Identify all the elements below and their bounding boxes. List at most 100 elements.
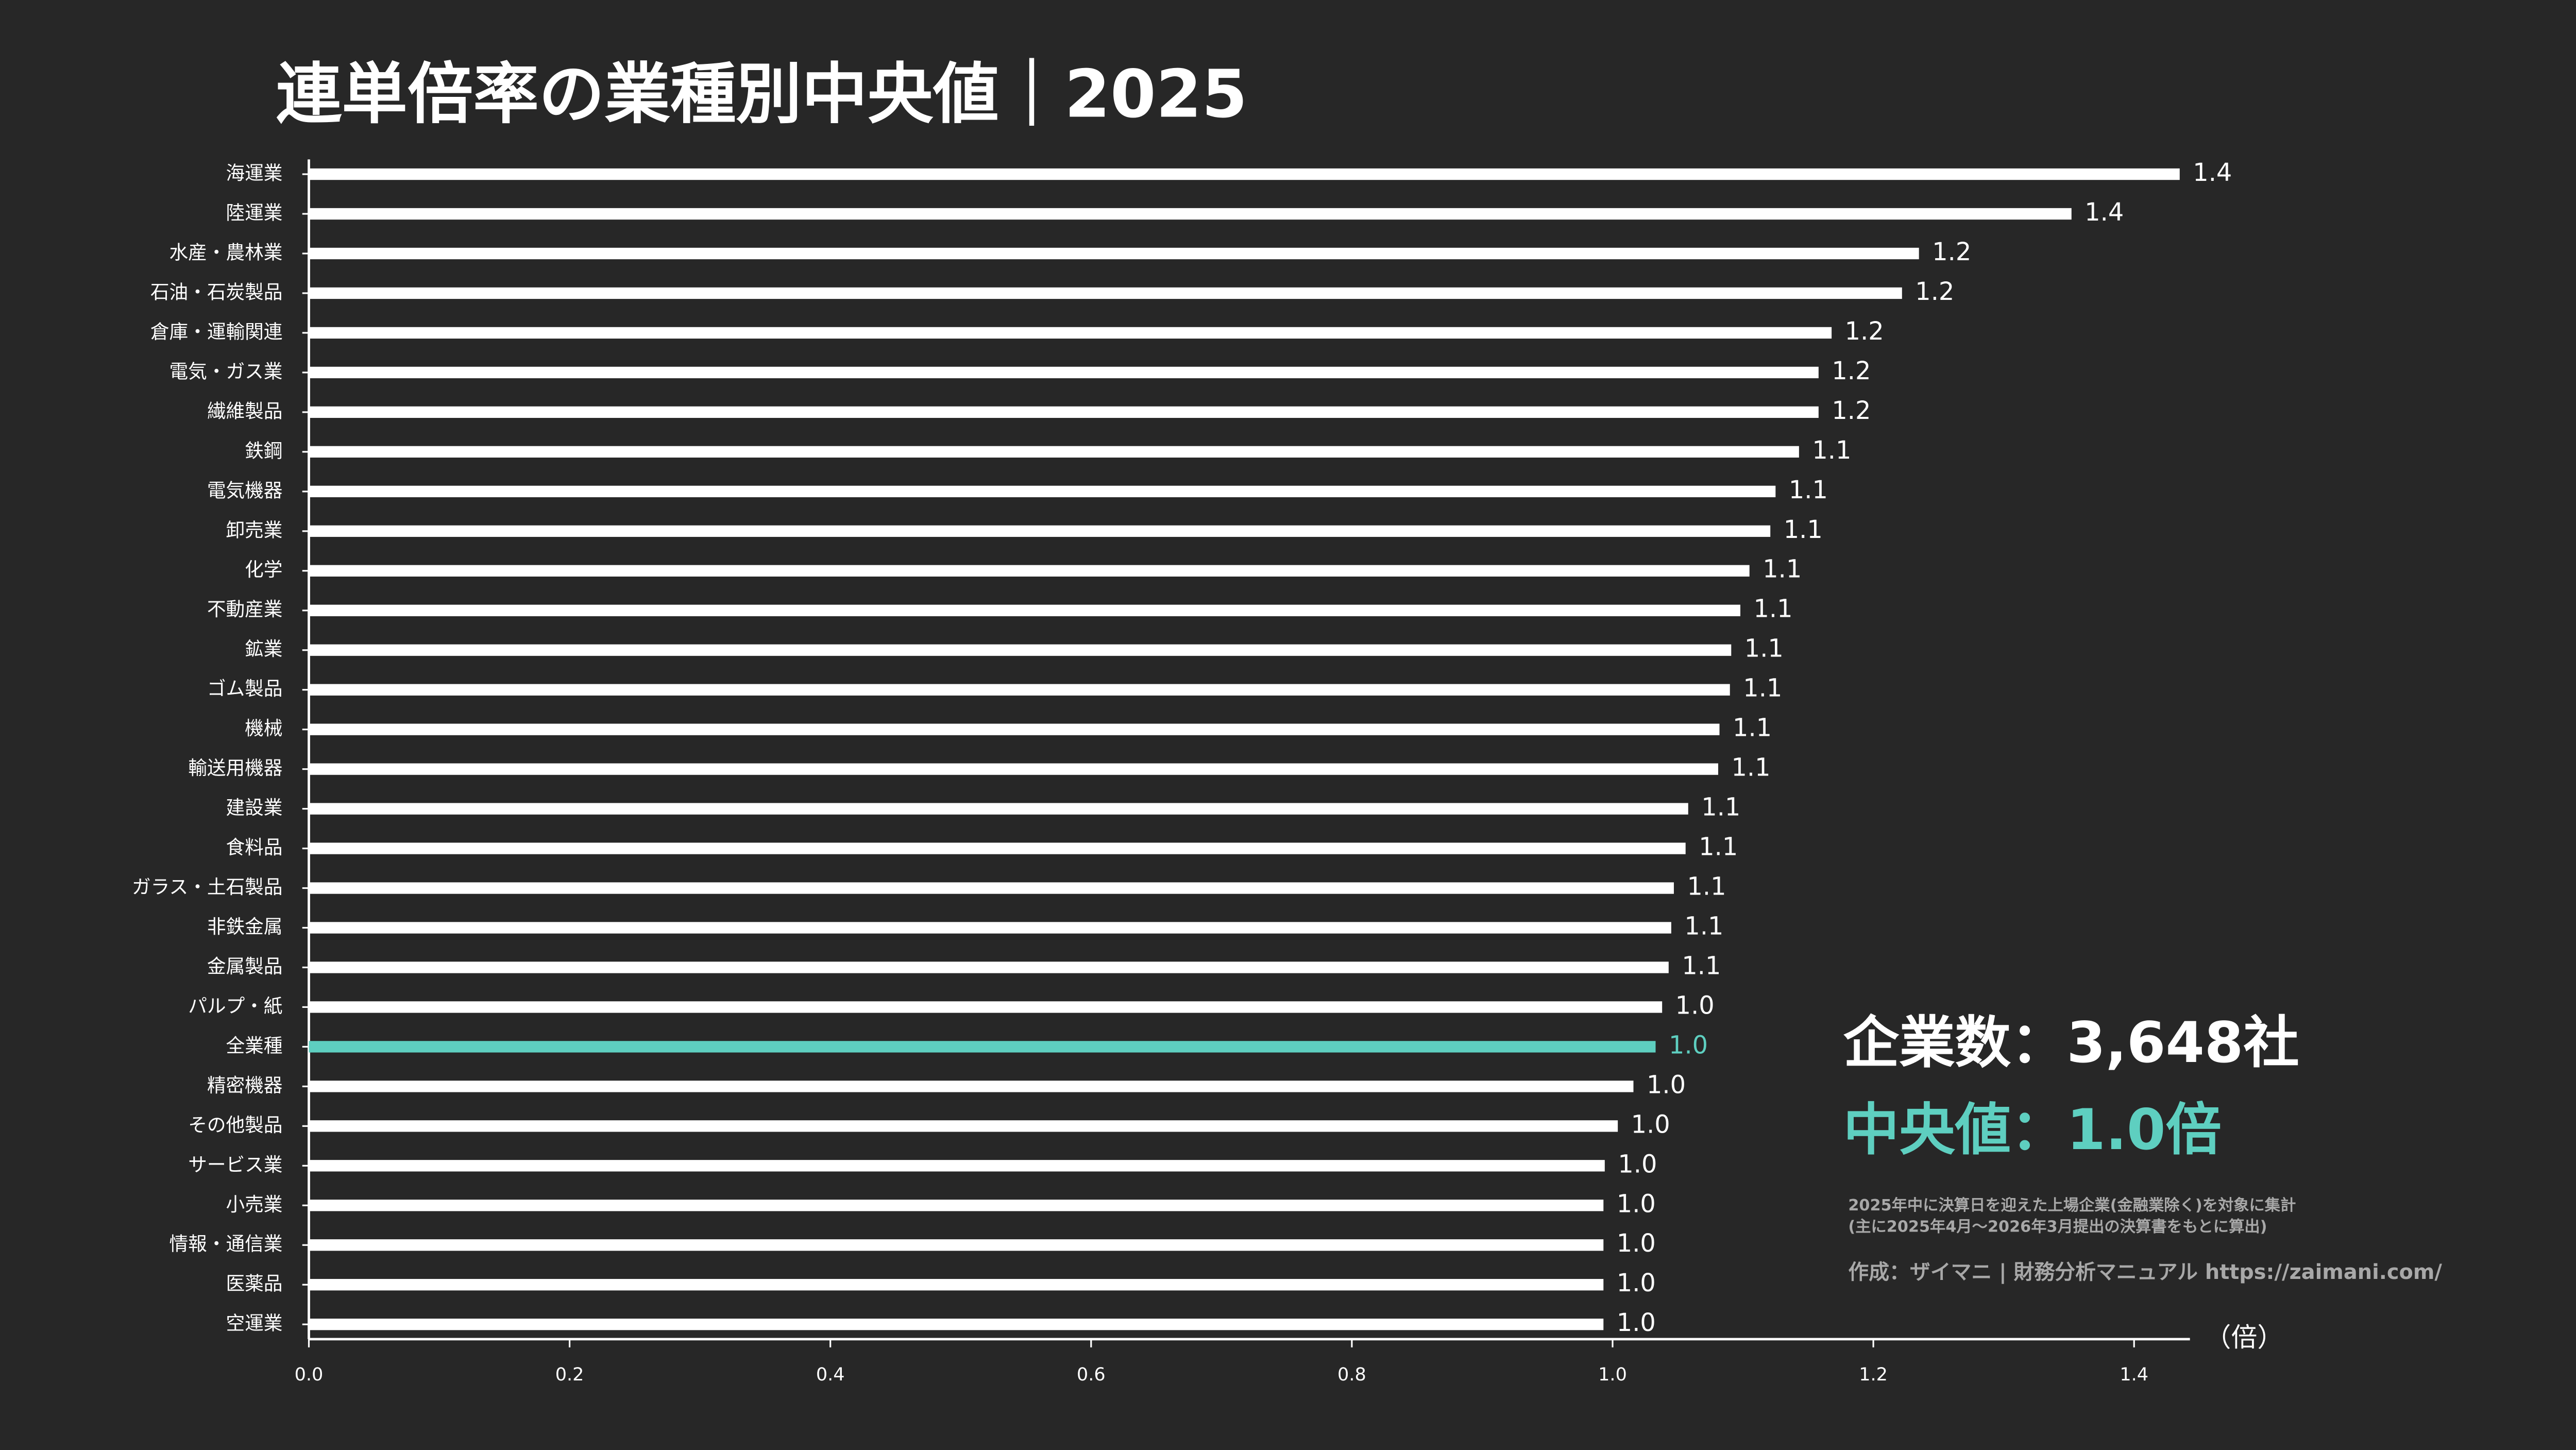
value-label: 1.1 bbox=[1789, 476, 1828, 504]
value-label: 1.1 bbox=[1687, 873, 1726, 901]
bar bbox=[309, 604, 1741, 616]
value-label: 1.2 bbox=[1845, 317, 1884, 346]
y-tick-label: 情報・通信業 bbox=[170, 1233, 283, 1255]
value-label: 1.1 bbox=[1684, 912, 1723, 940]
bar bbox=[309, 1081, 1634, 1092]
x-tick-label: 1.0 bbox=[1598, 1364, 1627, 1385]
note: (主に2025年4月～2026年3月提出の決算書をもとに算出) bbox=[1848, 1218, 2267, 1236]
bar bbox=[309, 763, 1718, 775]
value-label: 1.1 bbox=[1733, 714, 1772, 743]
bar bbox=[309, 1319, 1604, 1330]
y-tick-label: 水産・農林業 bbox=[170, 241, 283, 263]
y-tick-label: 建設業 bbox=[226, 797, 283, 819]
chart-title: 連単倍率の業種別中央値｜2025 bbox=[276, 56, 1248, 132]
credit: 作成：ザイマニ | 財務分析マニュアル https://zaimani.com/ bbox=[1848, 1260, 2442, 1284]
bar bbox=[309, 1001, 1663, 1013]
y-tick-label: 医薬品 bbox=[226, 1273, 283, 1295]
value-label: 1.1 bbox=[1744, 635, 1784, 663]
y-tick-label: 空運業 bbox=[226, 1312, 283, 1335]
x-tick-label: 1.2 bbox=[1859, 1364, 1888, 1385]
y-tick-label: 鉄鋼 bbox=[245, 440, 282, 462]
y-tick-label: パルプ・紙 bbox=[188, 995, 282, 1017]
bar bbox=[309, 366, 1819, 379]
y-tick-label: 非鉄金属 bbox=[207, 916, 283, 938]
bar bbox=[309, 962, 1669, 973]
y-tick-label: 食料品 bbox=[226, 836, 283, 858]
bar bbox=[309, 247, 1919, 260]
bar bbox=[309, 1200, 1604, 1211]
value-label: 1.1 bbox=[1784, 516, 1823, 544]
value-label: 1.2 bbox=[1832, 397, 1871, 425]
bar bbox=[309, 1239, 1604, 1251]
y-tick-label: 金属製品 bbox=[207, 955, 283, 977]
median-annotation: 中央値：1.0倍 bbox=[1843, 1097, 2222, 1162]
bar bbox=[309, 803, 1688, 815]
bar bbox=[309, 485, 1776, 497]
x-tick-label: 1.4 bbox=[2120, 1364, 2148, 1385]
x-tick-label: 0.2 bbox=[555, 1364, 584, 1385]
y-tick-label: 化学 bbox=[245, 559, 282, 581]
value-label: 1.0 bbox=[1617, 1229, 1656, 1258]
bar bbox=[309, 565, 1750, 577]
value-label: 1.1 bbox=[1743, 675, 1782, 703]
value-label: 1.1 bbox=[1682, 952, 1721, 980]
value-label: 1.1 bbox=[1701, 794, 1740, 822]
value-label: 1.0 bbox=[1647, 1071, 1686, 1099]
y-tick-label: サービス業 bbox=[188, 1154, 282, 1176]
y-tick-label: 卸売業 bbox=[226, 519, 283, 541]
count-annotation: 企業数：3,648社 bbox=[1843, 1010, 2299, 1075]
y-tick-label: 電気機器 bbox=[207, 479, 283, 501]
bar bbox=[309, 1120, 1618, 1132]
y-tick-label: 小売業 bbox=[226, 1193, 283, 1216]
bar bbox=[309, 1160, 1605, 1172]
bar bbox=[309, 882, 1674, 894]
y-tick-label: 精密機器 bbox=[207, 1074, 283, 1097]
note: 2025年中に決算日を迎えた上場企業(金融業除く)を対象に集計 bbox=[1848, 1196, 2296, 1215]
y-tick-label: 石油・石炭製品 bbox=[150, 281, 283, 303]
x-tick-label: 0.8 bbox=[1337, 1364, 1366, 1385]
value-label: 1.4 bbox=[2193, 159, 2232, 187]
value-label: 1.0 bbox=[1617, 1309, 1656, 1337]
y-tick-label: 全業種 bbox=[226, 1035, 283, 1057]
value-label: 1.0 bbox=[1617, 1269, 1656, 1297]
y-tick-label: 不動産業 bbox=[207, 598, 283, 620]
y-tick-label: 海運業 bbox=[226, 162, 283, 184]
value-label: 1.1 bbox=[1731, 754, 1770, 782]
value-label: 1.0 bbox=[1631, 1110, 1670, 1139]
bar bbox=[309, 1279, 1604, 1291]
value-label: 1.0 bbox=[1675, 991, 1715, 1020]
value-label: 1.2 bbox=[1832, 357, 1871, 385]
bar bbox=[309, 842, 1686, 854]
value-label: 1.2 bbox=[1932, 238, 1971, 266]
value-label: 1.2 bbox=[1915, 278, 1954, 306]
bar bbox=[309, 723, 1720, 735]
value-label: 1.1 bbox=[1754, 595, 1793, 623]
value-label: 1.0 bbox=[1618, 1150, 1657, 1178]
y-tick-label: その他製品 bbox=[188, 1114, 282, 1136]
bar bbox=[309, 327, 1832, 339]
value-label: 1.1 bbox=[1699, 833, 1738, 862]
y-tick-label: ガラス・土石製品 bbox=[132, 876, 283, 898]
x-tick-label: 0.0 bbox=[295, 1364, 324, 1385]
bar bbox=[309, 684, 1730, 696]
bar bbox=[309, 525, 1771, 537]
y-tick-label: 陸運業 bbox=[226, 202, 283, 224]
x-tick-label: 0.6 bbox=[1077, 1364, 1106, 1385]
y-tick-label: 鉱業 bbox=[245, 638, 282, 660]
y-tick-label: 電気・ガス業 bbox=[170, 360, 283, 382]
bar bbox=[309, 287, 1902, 299]
bar bbox=[309, 1041, 1656, 1053]
value-label: 1.0 bbox=[1617, 1190, 1656, 1218]
bar bbox=[309, 644, 1732, 656]
y-tick-label: ゴム製品 bbox=[207, 678, 283, 700]
x-tick-label: 0.4 bbox=[816, 1364, 845, 1385]
y-tick-label: 機械 bbox=[245, 717, 282, 739]
value-label: 1.0 bbox=[1669, 1031, 1708, 1059]
y-tick-label: 繊維製品 bbox=[207, 400, 283, 422]
x-axis-label: （倍） bbox=[2205, 1323, 2283, 1353]
value-label: 1.4 bbox=[2084, 198, 2124, 227]
bar bbox=[309, 406, 1819, 418]
bar bbox=[309, 446, 1799, 458]
value-label: 1.1 bbox=[1812, 436, 1851, 465]
